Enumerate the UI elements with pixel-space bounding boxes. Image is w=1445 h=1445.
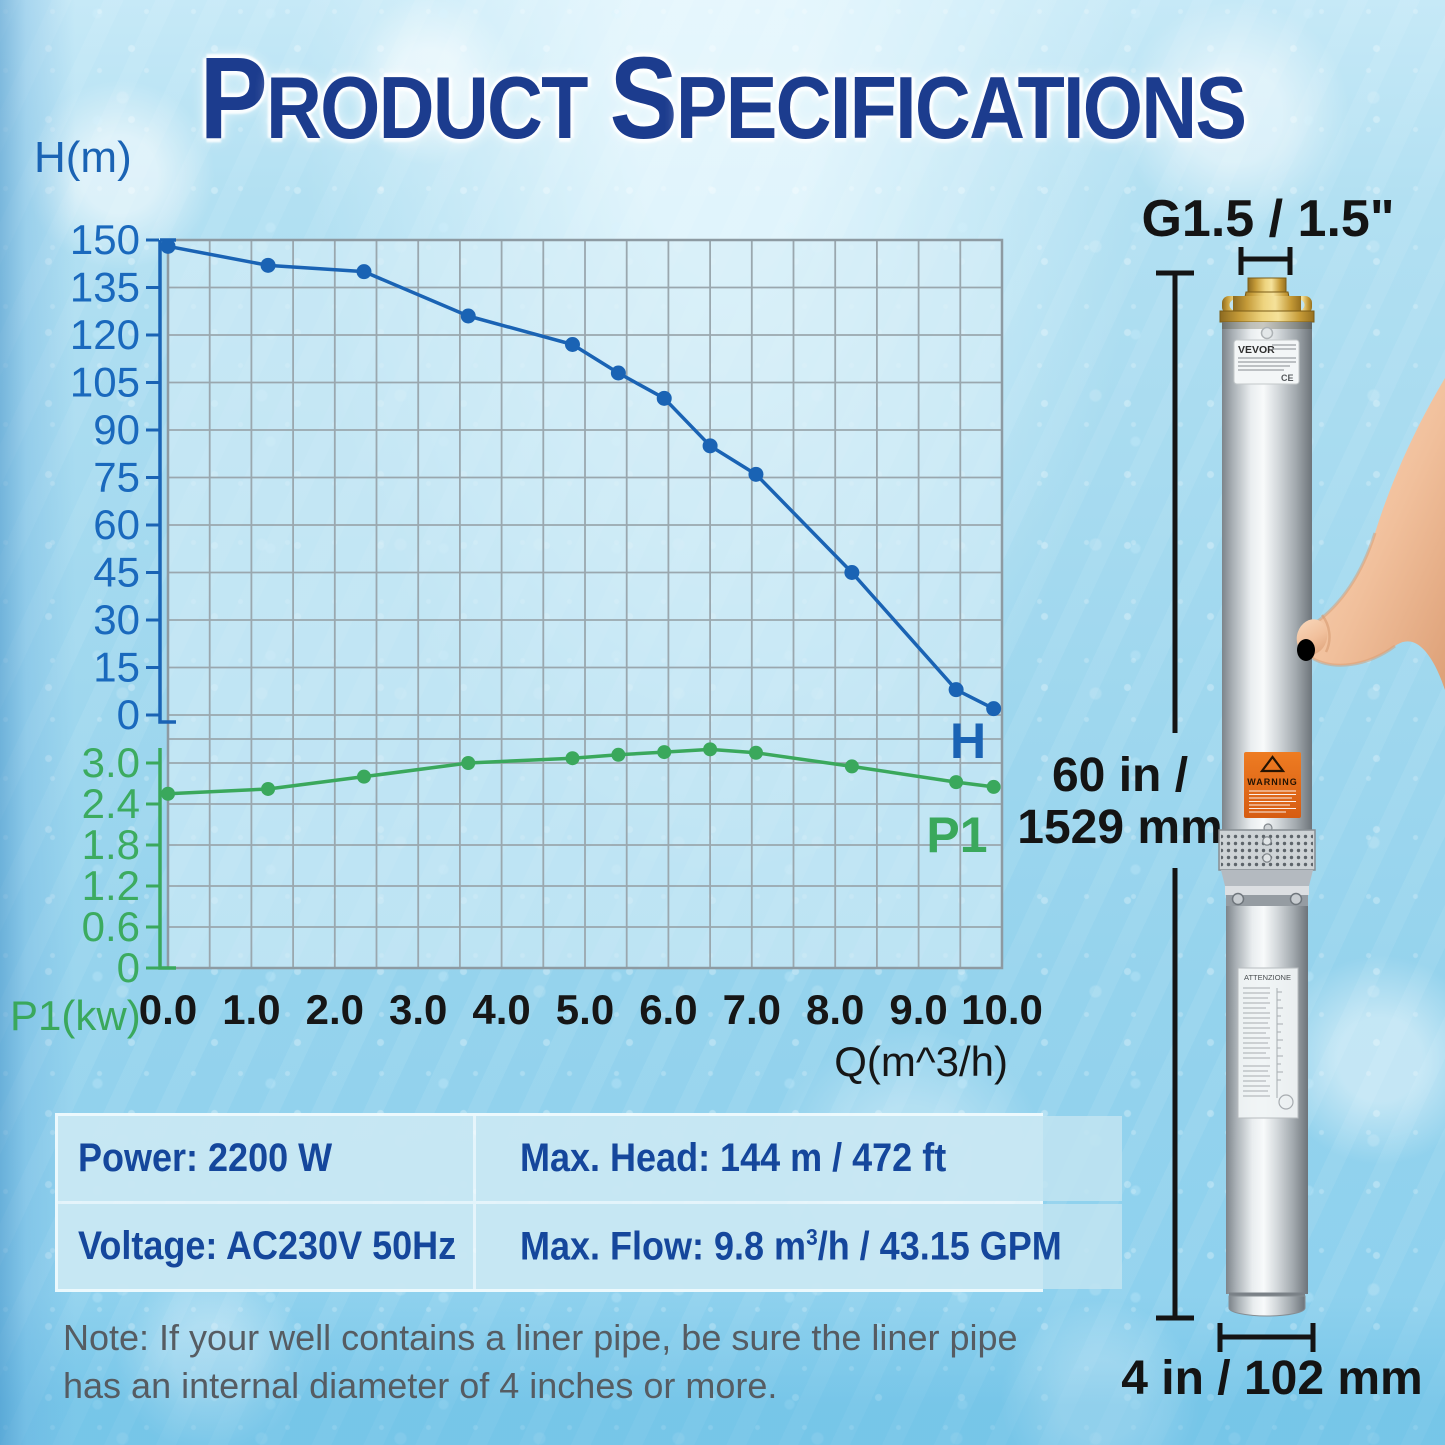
pump-body: VEVOR CE WARNING xyxy=(1218,277,1316,1317)
h-tick-label: 135 xyxy=(70,264,140,311)
h-data-point xyxy=(460,308,476,324)
p1-tick-label: 3.0 xyxy=(82,739,140,786)
x-tick-label: 9.0 xyxy=(889,986,947,1033)
p1-tick-label: 2.4 xyxy=(82,780,140,827)
outlet-dimension-label: G1.5 / 1.5" xyxy=(1141,190,1394,248)
p1-curve-label: P1 xyxy=(926,807,987,863)
h-data-point xyxy=(610,365,626,381)
outlet-dimension-lines xyxy=(1238,247,1293,275)
pump-brand-text: VEVOR xyxy=(1238,344,1275,356)
h-axis xyxy=(146,238,176,724)
x-tick-label: 5.0 xyxy=(556,986,614,1033)
height-dimension-label-line1: 60 in / xyxy=(1052,749,1188,802)
x-tick-label: 3.0 xyxy=(389,986,447,1033)
p1-tick-label: 0.6 xyxy=(82,903,140,950)
p1-data-point xyxy=(565,751,580,766)
h-tick-label: 60 xyxy=(93,501,140,548)
p1-data-point xyxy=(611,747,626,762)
spec-cell-voltage: Voltage: AC230V 50Hz xyxy=(58,1204,473,1289)
p1-data-point xyxy=(949,775,964,790)
p1-data-point xyxy=(844,759,859,774)
h-data-point xyxy=(748,466,764,482)
x-tick-label: 2.0 xyxy=(306,986,364,1033)
x-tick-label: 4.0 xyxy=(472,986,530,1033)
x-tick-label: 6.0 xyxy=(639,986,697,1033)
p1-axis xyxy=(146,748,176,970)
x-axis-title: Q(m^3/h) xyxy=(834,1038,1008,1085)
p1-data-point xyxy=(356,769,371,784)
spec-table: Power: 2200 W Max. Head: 144 m / 472 ft … xyxy=(55,1113,1122,1292)
h-data-point xyxy=(160,238,176,254)
p1-data-point xyxy=(261,781,276,796)
h-data-point xyxy=(656,390,672,406)
h-tick-label: 105 xyxy=(70,359,140,406)
h-tick-label: 15 xyxy=(93,644,140,691)
p1-axis-tick-labels: 3.02.41.81.20.60 xyxy=(82,739,140,991)
p1-data-point xyxy=(161,786,175,801)
x-tick-label: 7.0 xyxy=(723,986,781,1033)
diameter-dimension-lines xyxy=(1217,1323,1316,1352)
chart-curves xyxy=(160,238,1002,801)
spec-cell-max-head: Max. Head: 144 m / 472 ft xyxy=(476,1116,1122,1201)
p1-tick-label: 1.2 xyxy=(82,862,140,909)
x-tick-label: 0.0 xyxy=(139,986,197,1033)
p1-data-point xyxy=(986,779,1001,794)
h-tick-label: 120 xyxy=(70,311,140,358)
svg-text:CE: CE xyxy=(1281,373,1294,383)
page-title: PRODUCT SPECIFICATIONS xyxy=(87,40,1359,156)
p1-curve xyxy=(167,747,994,796)
h-data-point xyxy=(356,264,372,280)
h-data-point xyxy=(564,337,580,352)
h-axis-title: H(m) xyxy=(34,133,132,182)
pump-lower-label-text: ATTENZIONE xyxy=(1244,973,1291,982)
title-word2-initial: S xyxy=(609,33,678,163)
spec-max-flow-text: Max. Flow: 9.8 m3/h / 43.15 GPM xyxy=(520,1223,1062,1269)
diameter-dimension-label: 4 in / 102 mm xyxy=(1121,1352,1422,1405)
p1-axis-title: P1(kw) xyxy=(10,992,141,1039)
x-tick-label: 8.0 xyxy=(806,986,864,1033)
h-data-point xyxy=(986,701,1002,717)
chart-gridlines xyxy=(167,239,1003,969)
h-data-point xyxy=(702,438,718,454)
h-tick-label: 75 xyxy=(93,454,140,501)
h-tick-label: 45 xyxy=(93,549,140,596)
title-word1-initial: P xyxy=(199,33,268,163)
h-data-point xyxy=(844,565,860,580)
p1-tick-label: 1.8 xyxy=(82,821,140,868)
x-tick-label: 1.0 xyxy=(222,986,280,1033)
height-dimension-lines xyxy=(1156,270,1194,1321)
h-curve-label: H xyxy=(950,713,986,769)
p1-data-point xyxy=(703,742,718,757)
spec-voltage-text: Voltage: AC230V 50Hz xyxy=(78,1224,457,1268)
p1-tick-label: 0 xyxy=(117,944,140,991)
pump-warning-text: WARNING xyxy=(1247,777,1298,787)
h-curve xyxy=(167,244,995,711)
height-dimension-label-line2: 1529 mm xyxy=(1017,801,1222,854)
spec-max-head-text: Max. Head: 144 m / 472 ft xyxy=(520,1136,947,1180)
fingertips xyxy=(1296,614,1331,661)
h-tick-label: 150 xyxy=(70,216,140,263)
title-word1-rest: RODUCT xyxy=(266,58,588,157)
spec-cell-max-flow: Max. Flow: 9.8 m3/h / 43.15 GPM xyxy=(476,1204,1122,1289)
h-data-point xyxy=(260,257,276,273)
note-text: Note: If your well contains a liner pipe… xyxy=(63,1317,1018,1406)
p1-data-point xyxy=(748,745,763,760)
chart-plot-border xyxy=(166,238,1004,970)
title-word2-rest: PECIFICATIONS xyxy=(675,58,1247,157)
x-axis-tick-labels: 0.0 1.0 2.0 3.0 4.0 5.0 6.0 7.0 8.0 9.0 10.0 xyxy=(139,986,1043,1033)
spec-cell-power: Power: 2200 W xyxy=(58,1116,473,1201)
x-tick-label: 10.0 xyxy=(961,986,1043,1033)
h-tick-label: 30 xyxy=(93,596,140,643)
spec-power-text: Power: 2200 W xyxy=(78,1136,333,1180)
h-data-point xyxy=(948,682,964,698)
h-tick-label: 90 xyxy=(93,406,140,453)
p1-data-point xyxy=(657,745,672,760)
h-tick-label: 0 xyxy=(117,691,140,738)
p1-data-point xyxy=(461,756,476,770)
